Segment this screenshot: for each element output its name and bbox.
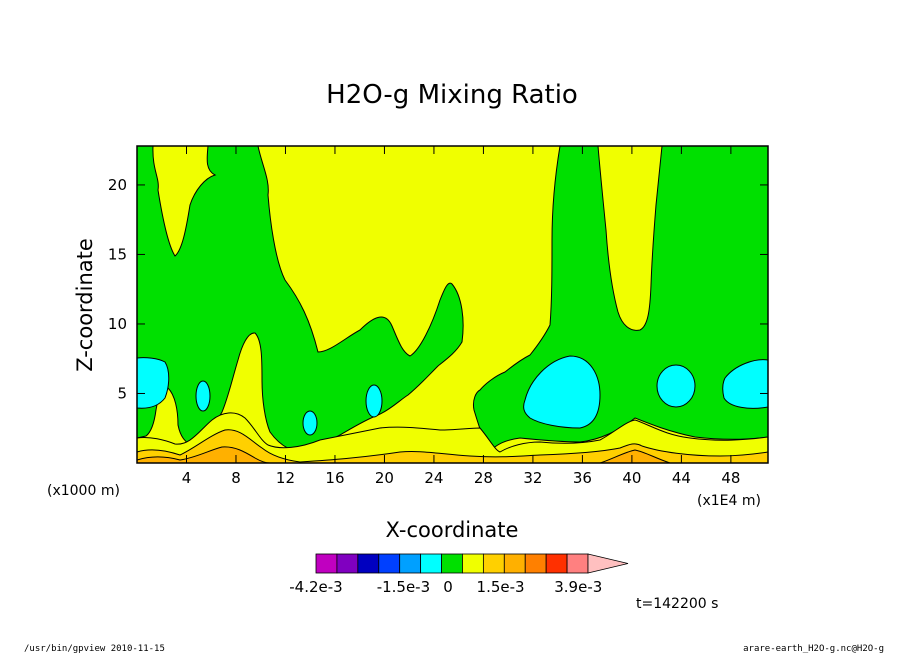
chart-title: H2O-g Mixing Ratio bbox=[326, 80, 578, 110]
colorbar-box bbox=[441, 553, 463, 574]
plot-frame bbox=[136, 145, 769, 464]
colorbar-box bbox=[503, 553, 526, 574]
region-orange-light bbox=[137, 429, 768, 463]
region-yellow-left bbox=[152, 146, 217, 257]
colorbar-tick-label: 3.9e-3 bbox=[554, 578, 602, 596]
x-scale-note: (x1E4 m) bbox=[697, 493, 761, 509]
x-tick-label: 16 bbox=[325, 469, 344, 487]
footer-right: arare-earth_H2O-g.nc@H2O-g bbox=[743, 644, 884, 654]
x-axis-label: X-coordinate bbox=[386, 518, 519, 542]
y-axis-label: Z-coordinate bbox=[73, 238, 97, 372]
colorbar-box bbox=[336, 553, 359, 574]
colorbar-box bbox=[420, 553, 442, 574]
colorbar-box bbox=[566, 553, 589, 574]
colorbar bbox=[315, 553, 629, 574]
region-cyan-6 bbox=[656, 364, 696, 408]
x-tick-label: 28 bbox=[474, 469, 493, 487]
colorbar-box bbox=[399, 553, 422, 574]
colorbar-tick-label: -4.2e-3 bbox=[289, 578, 342, 596]
x-tick-label: 20 bbox=[375, 469, 394, 487]
colorbar-tick-label: -1.5e-3 bbox=[377, 578, 430, 596]
colorbar-box bbox=[462, 553, 484, 574]
x-tick-label: 36 bbox=[573, 469, 592, 487]
y-tick-label: 15 bbox=[108, 245, 127, 263]
region-cyan-1 bbox=[137, 357, 170, 409]
x-axis: 4 8 12 16 20 24 28 32 36 40 44 48 bbox=[182, 146, 740, 487]
colorbar-tick-label: 1.5e-3 bbox=[477, 578, 525, 596]
contour-field bbox=[137, 146, 768, 463]
region-cyan-7 bbox=[722, 359, 768, 409]
x-tick-label: 32 bbox=[523, 469, 542, 487]
region-cyan-2 bbox=[195, 380, 211, 412]
x-tick-label: 40 bbox=[622, 469, 641, 487]
colorbar-box bbox=[315, 553, 338, 574]
colorbar-tick-label: 0 bbox=[443, 578, 453, 596]
colorbar-arrow bbox=[587, 553, 629, 574]
time-label: t=142200 s bbox=[636, 596, 718, 612]
x-tick-label: 48 bbox=[721, 469, 740, 487]
colorbar-box bbox=[545, 553, 568, 574]
x-tick-label: 4 bbox=[182, 469, 192, 487]
x-tick-label: 24 bbox=[424, 469, 443, 487]
colorbar-box bbox=[482, 553, 505, 574]
z-scale-note: (x1000 m) bbox=[47, 483, 120, 499]
x-tick-label: 12 bbox=[276, 469, 295, 487]
x-tick-label: 8 bbox=[231, 469, 241, 487]
region-orange bbox=[137, 446, 271, 463]
region-yellow-right bbox=[597, 146, 663, 331]
region-cyan-5 bbox=[523, 355, 601, 429]
y-axis: 5 10 15 20 bbox=[108, 176, 768, 402]
colorbar-box bbox=[378, 553, 401, 574]
x-tick-label: 44 bbox=[672, 469, 691, 487]
y-tick-label: 20 bbox=[108, 176, 127, 194]
region-cyan-3 bbox=[302, 410, 318, 436]
y-tick-label: 10 bbox=[108, 315, 127, 333]
region-orange-mid bbox=[599, 449, 671, 463]
colorbar-box bbox=[357, 553, 380, 574]
y-tick-label: 5 bbox=[117, 384, 127, 402]
colorbar-box bbox=[524, 553, 547, 574]
region-yellow-center bbox=[137, 146, 768, 463]
footer-left: /usr/bin/gpview 2010-11-15 bbox=[24, 644, 165, 654]
region-cyan-4 bbox=[365, 384, 383, 418]
colorbar-tick-labels: -4.2e-3 -1.5e-3 0 1.5e-3 3.9e-3 bbox=[289, 578, 602, 596]
